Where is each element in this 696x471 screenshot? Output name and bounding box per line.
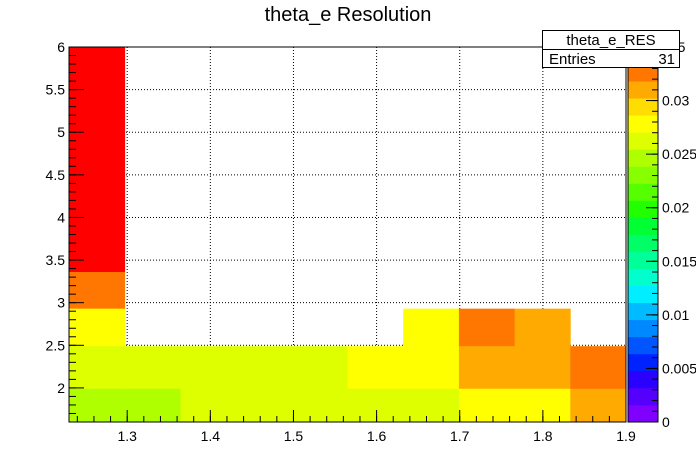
palette-swatch [628,353,658,372]
palette-swatch [628,234,658,252]
x-tick-label: 1.4 [201,428,221,444]
z-tick-label: 0 [662,414,670,430]
x-tick-label: 1.8 [533,428,553,444]
y-tick-label: 4 [57,209,65,225]
palette-swatch [628,183,658,201]
palette-swatch [628,149,658,167]
z-tick-label: 0.03 [662,93,689,109]
palette-swatch [628,251,658,269]
x-tick-label: 1.6 [367,428,387,444]
palette-swatch [628,319,658,338]
y-tick-label: 3.5 [46,252,66,268]
palette-swatch [628,404,658,423]
heatmap-cell [124,346,181,390]
palette-swatch [628,98,658,116]
y-tick-label: 2 [57,380,65,396]
palette-swatch [628,336,658,355]
palette-swatch [628,370,658,389]
z-tick-label: 0.025 [662,146,696,162]
heatmap-cell [403,308,460,347]
palette-swatch [628,217,658,235]
palette-swatch [628,64,658,82]
heatmap-cell [69,346,126,390]
heatmap-cell [180,388,237,423]
palette-swatch [628,285,658,304]
heatmap-cell [347,388,404,423]
z-tick-label: 0.005 [662,360,696,376]
heatmap-cell [69,233,126,273]
x-tick-label: 1.7 [450,428,470,444]
heatmap-cell [403,346,460,390]
stats-entries-value: 31 [658,51,675,68]
z-tick-label: 0.01 [662,307,689,323]
stats-box: theta_e_RES Entries 31 [542,30,680,68]
z-tick-label: 0.02 [662,200,689,216]
heatmap-cell [291,346,348,390]
palette-swatch [628,132,658,150]
heatmap-cell [291,388,348,423]
chart-title: theta_e Resolution [264,4,432,26]
palette-swatch [628,268,658,287]
stats-histogram-name: theta_e_RES [543,31,679,50]
x-tick-label: 1.9 [616,428,636,444]
x-tick-label: 1.5 [284,428,304,444]
y-tick-label: 6 [57,39,65,55]
heatmap-cell [458,346,515,390]
heatmap-cell [69,272,126,310]
heatmap-cell [69,47,126,235]
heatmap-cell [570,388,627,423]
palette-swatch [628,166,658,184]
y-tick-label: 4.5 [46,167,66,183]
heatmap-cell [69,308,126,347]
palette-swatch [628,302,658,321]
heatmap-cell [347,346,404,390]
heatmap-cell [124,388,181,423]
heatmap-cell [458,308,515,347]
x-tick-label: 1.3 [117,428,137,444]
y-tick-label: 5.5 [46,82,66,98]
z-tick-label: 0.015 [662,253,696,269]
heatmap-cell [236,388,293,423]
palette-swatch [628,115,658,133]
stats-entries-label: Entries [549,51,596,68]
heatmap-cells [69,47,627,423]
heatmap-cell [458,388,515,423]
palette-swatch [628,200,658,218]
heatmap-cell [514,346,571,390]
heatmap-cell [570,346,627,390]
x-axis: 1.3 1.4 1.5 1.6 1.7 1.8 1.9 [76,410,636,444]
y-tick-label: 3 [57,295,65,311]
heatmap-cell [514,308,571,347]
y-tick-label: 5 [57,124,65,140]
y-tick-label: 2.5 [46,337,66,353]
heatmap-cell [180,346,237,390]
color-palette [627,46,659,423]
heatmap-cell [69,388,126,423]
y-axis: 2 2.5 3 3.5 4 4.5 5 5.5 6 [46,39,84,423]
palette-swatch [628,387,658,406]
heatmap-cell [403,388,460,423]
palette-swatch [628,81,658,99]
heatmap-cell [236,346,293,390]
